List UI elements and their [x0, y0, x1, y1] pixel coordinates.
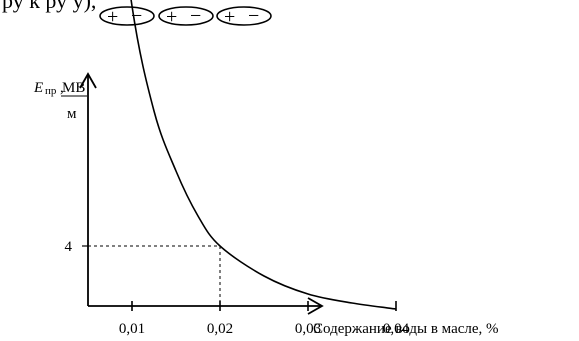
x-axis-label: Содержание воды в масле, % [313, 321, 499, 337]
y-tick-label: 4 [65, 239, 73, 255]
series-line [130, 0, 397, 310]
dipole-ellipse [216, 6, 272, 26]
header-fragment: ру к ру у), [2, 0, 96, 13]
tick-group: 0,01 0,02 0,03 0,04 4 [65, 239, 410, 337]
y-label-unit-numerator: МВ [62, 80, 85, 96]
dipole-minus: − [190, 5, 201, 27]
series-group [130, 0, 397, 310]
dipole-plus: + [107, 6, 118, 28]
dipole-ellipse [99, 6, 155, 26]
dipole-minus: − [248, 5, 259, 27]
x-axis [88, 297, 324, 315]
dipole-ellipse [158, 6, 214, 26]
x-tick-label: 0,03 [295, 321, 321, 337]
dipole-plus: + [224, 6, 235, 28]
y-label-symbol: E [33, 80, 43, 96]
y-label-separator: , [60, 80, 64, 96]
x-tick-label: 0,01 [119, 321, 145, 337]
dipole-row: + − + − + − [99, 5, 272, 28]
y-axis [79, 72, 97, 306]
y-axis-label: E пр , МВ м [33, 80, 87, 122]
dipole-plus: + [166, 6, 177, 28]
dipole: + − [216, 5, 272, 28]
x-tick-label: 0,02 [207, 321, 233, 337]
dipole-minus: − [131, 5, 142, 27]
y-label-subscript: пр [45, 85, 57, 97]
reference-lines [88, 245, 221, 306]
y-label-unit-denominator: м [67, 106, 77, 122]
dipole: + − [99, 5, 155, 28]
x-tick-label: 0,04 [383, 321, 410, 337]
dipole: + − [158, 5, 214, 28]
